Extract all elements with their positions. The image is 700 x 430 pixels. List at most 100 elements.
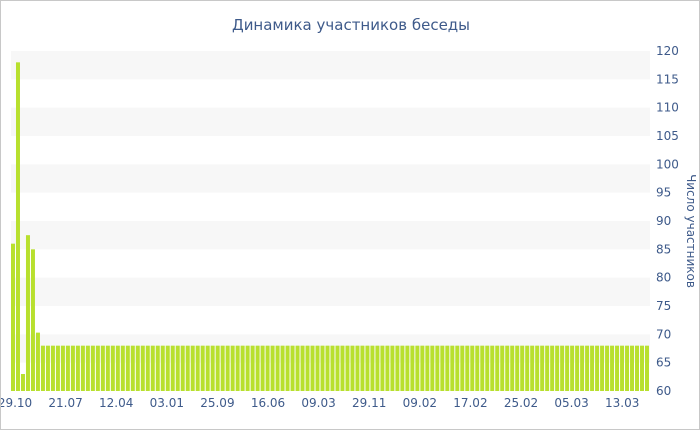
bar	[425, 345, 430, 391]
bar	[180, 345, 185, 391]
bar	[100, 345, 105, 391]
x-tick-label: 03.01	[150, 396, 184, 410]
bar	[310, 345, 315, 391]
bar	[140, 345, 145, 391]
bar	[155, 345, 160, 391]
x-tick-label: 12.04	[99, 396, 133, 410]
bar	[540, 345, 545, 391]
bar	[475, 345, 480, 391]
y-tick-label: 65	[656, 356, 671, 370]
bar	[455, 345, 460, 391]
bar	[285, 345, 290, 391]
bar	[355, 345, 360, 391]
bar	[330, 345, 335, 391]
bar	[550, 345, 555, 391]
bar	[160, 345, 165, 391]
y-tick-label: 60	[656, 384, 671, 398]
y-tick-label: 85	[656, 242, 671, 256]
y-tick-label: 115	[656, 72, 679, 86]
bar	[225, 345, 230, 391]
bar	[230, 345, 235, 391]
bar	[240, 345, 245, 391]
bar	[295, 345, 300, 391]
bar	[335, 345, 340, 391]
bar	[380, 345, 385, 391]
y-tick-label: 105	[656, 129, 679, 143]
bar	[405, 345, 410, 391]
bar	[560, 345, 565, 391]
bar	[450, 345, 455, 391]
x-tick-label: 17.02	[453, 396, 487, 410]
grid-band	[11, 51, 650, 80]
x-tick-label: 16.06	[251, 396, 285, 410]
bar	[290, 345, 295, 391]
bar	[145, 345, 150, 391]
bar	[150, 345, 155, 391]
bar	[625, 345, 630, 391]
bar	[85, 345, 90, 391]
bar	[490, 345, 495, 391]
bar	[395, 345, 400, 391]
bar	[35, 332, 40, 391]
bar	[15, 62, 20, 391]
x-tick-label: 25.02	[504, 396, 538, 410]
bars	[11, 62, 649, 391]
bar	[485, 345, 490, 391]
x-tick-label: 05.03	[554, 396, 588, 410]
bar	[185, 345, 190, 391]
bar	[90, 345, 95, 391]
bar	[350, 345, 355, 391]
bar	[585, 345, 590, 391]
bar	[115, 345, 120, 391]
x-tick-labels: 29.10 21.07 12.04 03.01 25.09 16.06 09.03 29.11…	[1, 396, 639, 410]
bar	[510, 345, 515, 391]
bar	[165, 345, 170, 391]
bar	[235, 345, 240, 391]
bar	[620, 345, 625, 391]
y-tick-label: 95	[656, 186, 671, 200]
bar	[505, 345, 510, 391]
y-tick-label: 120	[656, 44, 679, 58]
bar	[11, 243, 15, 391]
bar	[120, 345, 125, 391]
bar	[95, 345, 100, 391]
bar	[640, 345, 645, 391]
x-tick-label: 09.02	[403, 396, 437, 410]
bar	[245, 345, 250, 391]
x-tick-label: 09.03	[301, 396, 335, 410]
bar	[315, 345, 320, 391]
bar	[250, 345, 255, 391]
bar	[345, 345, 350, 391]
bar	[135, 345, 140, 391]
bar	[280, 345, 285, 391]
bar	[545, 345, 550, 391]
bar	[385, 345, 390, 391]
bar	[320, 345, 325, 391]
bar	[170, 345, 175, 391]
bar	[445, 345, 450, 391]
bar	[215, 345, 220, 391]
bar	[270, 345, 275, 391]
grid-band	[11, 221, 650, 250]
bar	[465, 345, 470, 391]
bar	[305, 345, 310, 391]
bar	[615, 345, 620, 391]
bar	[500, 345, 505, 391]
bar	[20, 374, 25, 391]
y-axis-label: Число участников	[684, 174, 698, 288]
bar	[495, 345, 500, 391]
bar	[195, 345, 200, 391]
bar	[590, 345, 595, 391]
bar	[635, 345, 640, 391]
y-tick-label: 90	[656, 214, 671, 228]
bar	[470, 345, 475, 391]
bar	[105, 345, 110, 391]
bar	[525, 345, 530, 391]
bar	[595, 345, 600, 391]
bar	[645, 345, 649, 391]
bar	[480, 345, 485, 391]
bar	[80, 345, 85, 391]
x-tick-label: 21.07	[48, 396, 82, 410]
bar	[40, 345, 45, 391]
